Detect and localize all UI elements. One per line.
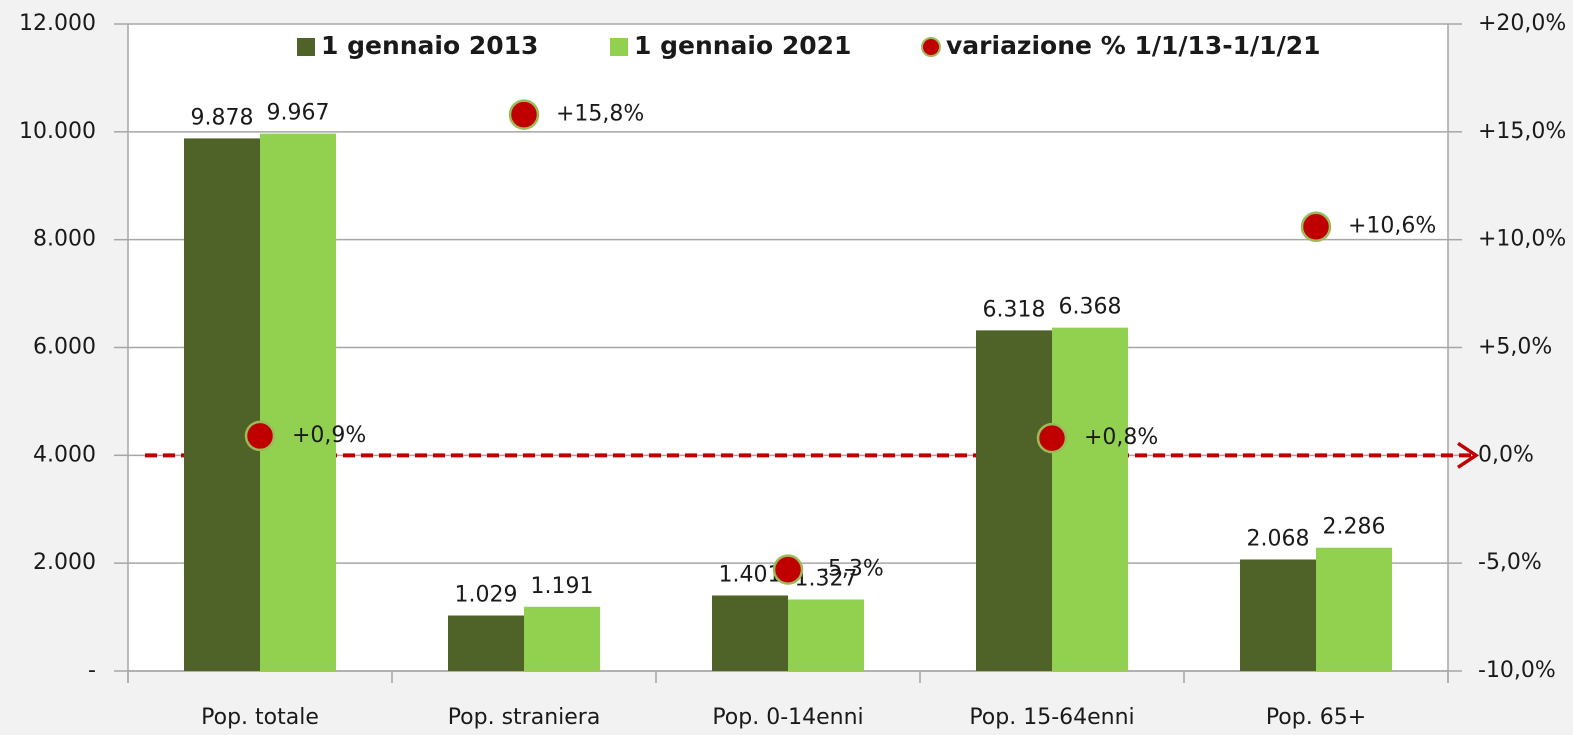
bar	[788, 599, 864, 671]
bar-value-label: 1.191	[531, 574, 594, 599]
bar-value-label: 6.318	[983, 297, 1046, 322]
legend-marker	[297, 38, 315, 56]
bar-value-label: 1.401	[719, 562, 782, 587]
bar-value-label: 2.286	[1323, 515, 1386, 540]
y2-tick-label: 0,0%	[1478, 442, 1534, 467]
y2-tick-label: +5,0%	[1478, 335, 1552, 360]
y2-tick-label: -10,0%	[1478, 658, 1556, 683]
x-tick-label: Pop. 65+	[1266, 705, 1366, 730]
legend-label: variazione % 1/1/13-1/1/21	[946, 31, 1321, 60]
point-value-label: -5,3%	[820, 557, 884, 582]
y-tick-label: -	[88, 658, 96, 683]
y2-tick-label: -5,0%	[1478, 550, 1542, 575]
bar	[448, 615, 524, 671]
x-tick-label: Pop. 0-14enni	[712, 705, 863, 730]
bar	[1240, 559, 1316, 671]
legend-label: 1 gennaio 2021	[634, 31, 851, 60]
reference-arrow	[1457, 441, 1480, 469]
y-tick-label: 12.000	[19, 11, 96, 36]
point-value-label: +0,8%	[1084, 425, 1158, 450]
point	[1036, 422, 1068, 454]
bar	[976, 330, 1052, 671]
bar	[184, 138, 260, 672]
x-tick-label: Pop. totale	[201, 705, 319, 730]
y2-tick-label: +15,0%	[1478, 119, 1566, 144]
bar	[712, 595, 788, 671]
point-value-label: +0,9%	[292, 423, 366, 448]
legend-marker	[610, 38, 628, 56]
bar	[1052, 327, 1128, 671]
bar-value-label: 1.029	[455, 583, 518, 608]
bar-value-label: 2.068	[1247, 527, 1310, 552]
point	[1300, 211, 1332, 242]
y2-tick-label: +20,0%	[1478, 11, 1566, 36]
legend-marker	[921, 37, 941, 57]
point	[508, 99, 540, 130]
point	[244, 420, 276, 452]
y-tick-label: 10.000	[19, 119, 96, 144]
legend-label: 1 gennaio 2013	[321, 31, 538, 60]
point	[772, 554, 804, 585]
bar	[260, 133, 336, 672]
x-tick-label: Pop. straniera	[448, 705, 601, 730]
bar-value-label: 1.327	[795, 566, 858, 591]
point-value-label: +10,6%	[1348, 214, 1436, 239]
bar-value-label: 9.967	[267, 101, 330, 126]
y-tick-label: 6.000	[33, 335, 96, 360]
bar	[1316, 547, 1392, 671]
bar-value-label: 6.368	[1059, 295, 1122, 320]
y-tick-label: 4.000	[33, 442, 96, 467]
bar-value-label: 9.878	[191, 105, 254, 130]
x-tick-label: Pop. 15-64enni	[969, 705, 1134, 730]
y2-tick-label: +10,0%	[1478, 227, 1566, 252]
y-tick-label: 2.000	[33, 550, 96, 575]
y-tick-label: 8.000	[33, 227, 96, 252]
bar	[524, 606, 600, 671]
point-value-label: +15,8%	[556, 102, 644, 127]
